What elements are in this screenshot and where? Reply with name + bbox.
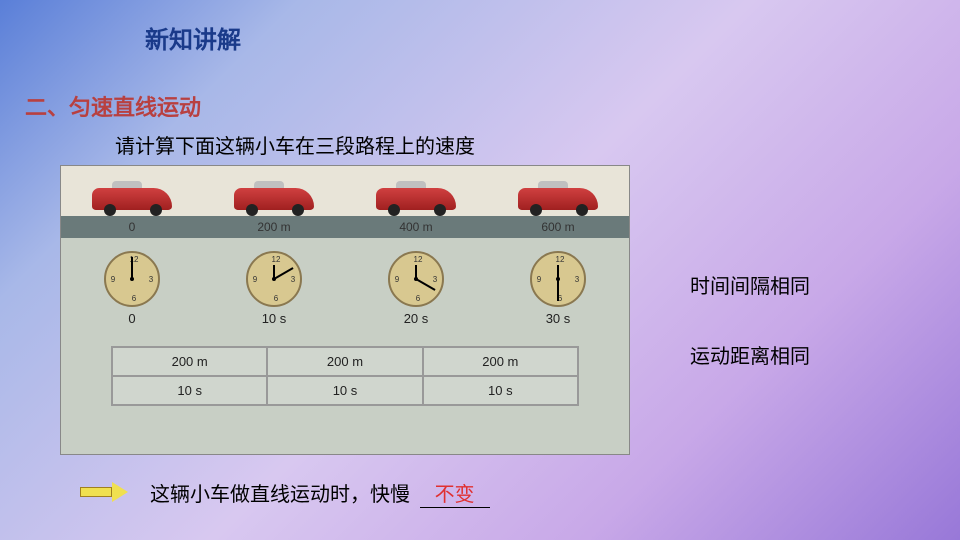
cars-row: [61, 166, 629, 216]
car-icon: [92, 181, 172, 216]
table-cell: 200 m: [423, 347, 578, 376]
side-note-distance: 运动距离相同: [690, 340, 810, 369]
conclusion-answer: 不变: [435, 484, 475, 506]
distance-row: 0 200 m 400 m 600 m: [61, 216, 629, 238]
table-cell: 10 s: [423, 376, 578, 405]
side-note-time: 时间间隔相同: [690, 270, 810, 299]
car-icon: [518, 181, 598, 216]
arrow-icon: [80, 482, 130, 502]
distance-label: 0: [92, 220, 172, 234]
clock-face: 12369: [246, 251, 302, 307]
clock-face: 12369: [104, 251, 160, 307]
clock: 12369 30 s: [530, 251, 586, 326]
car-icon: [234, 181, 314, 216]
clock-time-label: 0: [104, 311, 160, 326]
page-title: 新知讲解: [145, 20, 241, 55]
table-cell: 10 s: [112, 376, 267, 405]
clocks-row: 12369 0 12369 10 s 12369 20 s 12369 30 s: [61, 238, 629, 338]
clock-time-label: 10 s: [246, 311, 302, 326]
clock: 12369 0: [104, 251, 160, 326]
clock-time-label: 20 s: [388, 311, 444, 326]
distance-label: 400 m: [376, 220, 456, 234]
table-cell: 10 s: [267, 376, 422, 405]
conclusion-prefix: 这辆小车做直线运动时，快慢: [150, 484, 410, 506]
table-cell: 200 m: [112, 347, 267, 376]
distance-label: 600 m: [518, 220, 598, 234]
clock-face: 12369: [388, 251, 444, 307]
distance-label: 200 m: [234, 220, 314, 234]
segment-table: 200 m 200 m 200 m 10 s 10 s 10 s: [61, 338, 629, 414]
clock-face: 12369: [530, 251, 586, 307]
section-heading: 二、匀速直线运动: [25, 90, 201, 122]
clock: 12369 20 s: [388, 251, 444, 326]
table-cell: 200 m: [267, 347, 422, 376]
conclusion-line: 这辆小车做直线运动时，快慢 不变: [150, 478, 494, 508]
car-icon: [376, 181, 456, 216]
instruction-text: 请计算下面这辆小车在三段路程上的速度: [115, 130, 475, 159]
clock: 12369 10 s: [246, 251, 302, 326]
clock-time-label: 30 s: [530, 311, 586, 326]
motion-diagram: 0 200 m 400 m 600 m 1236901236910 s12369…: [60, 165, 630, 455]
